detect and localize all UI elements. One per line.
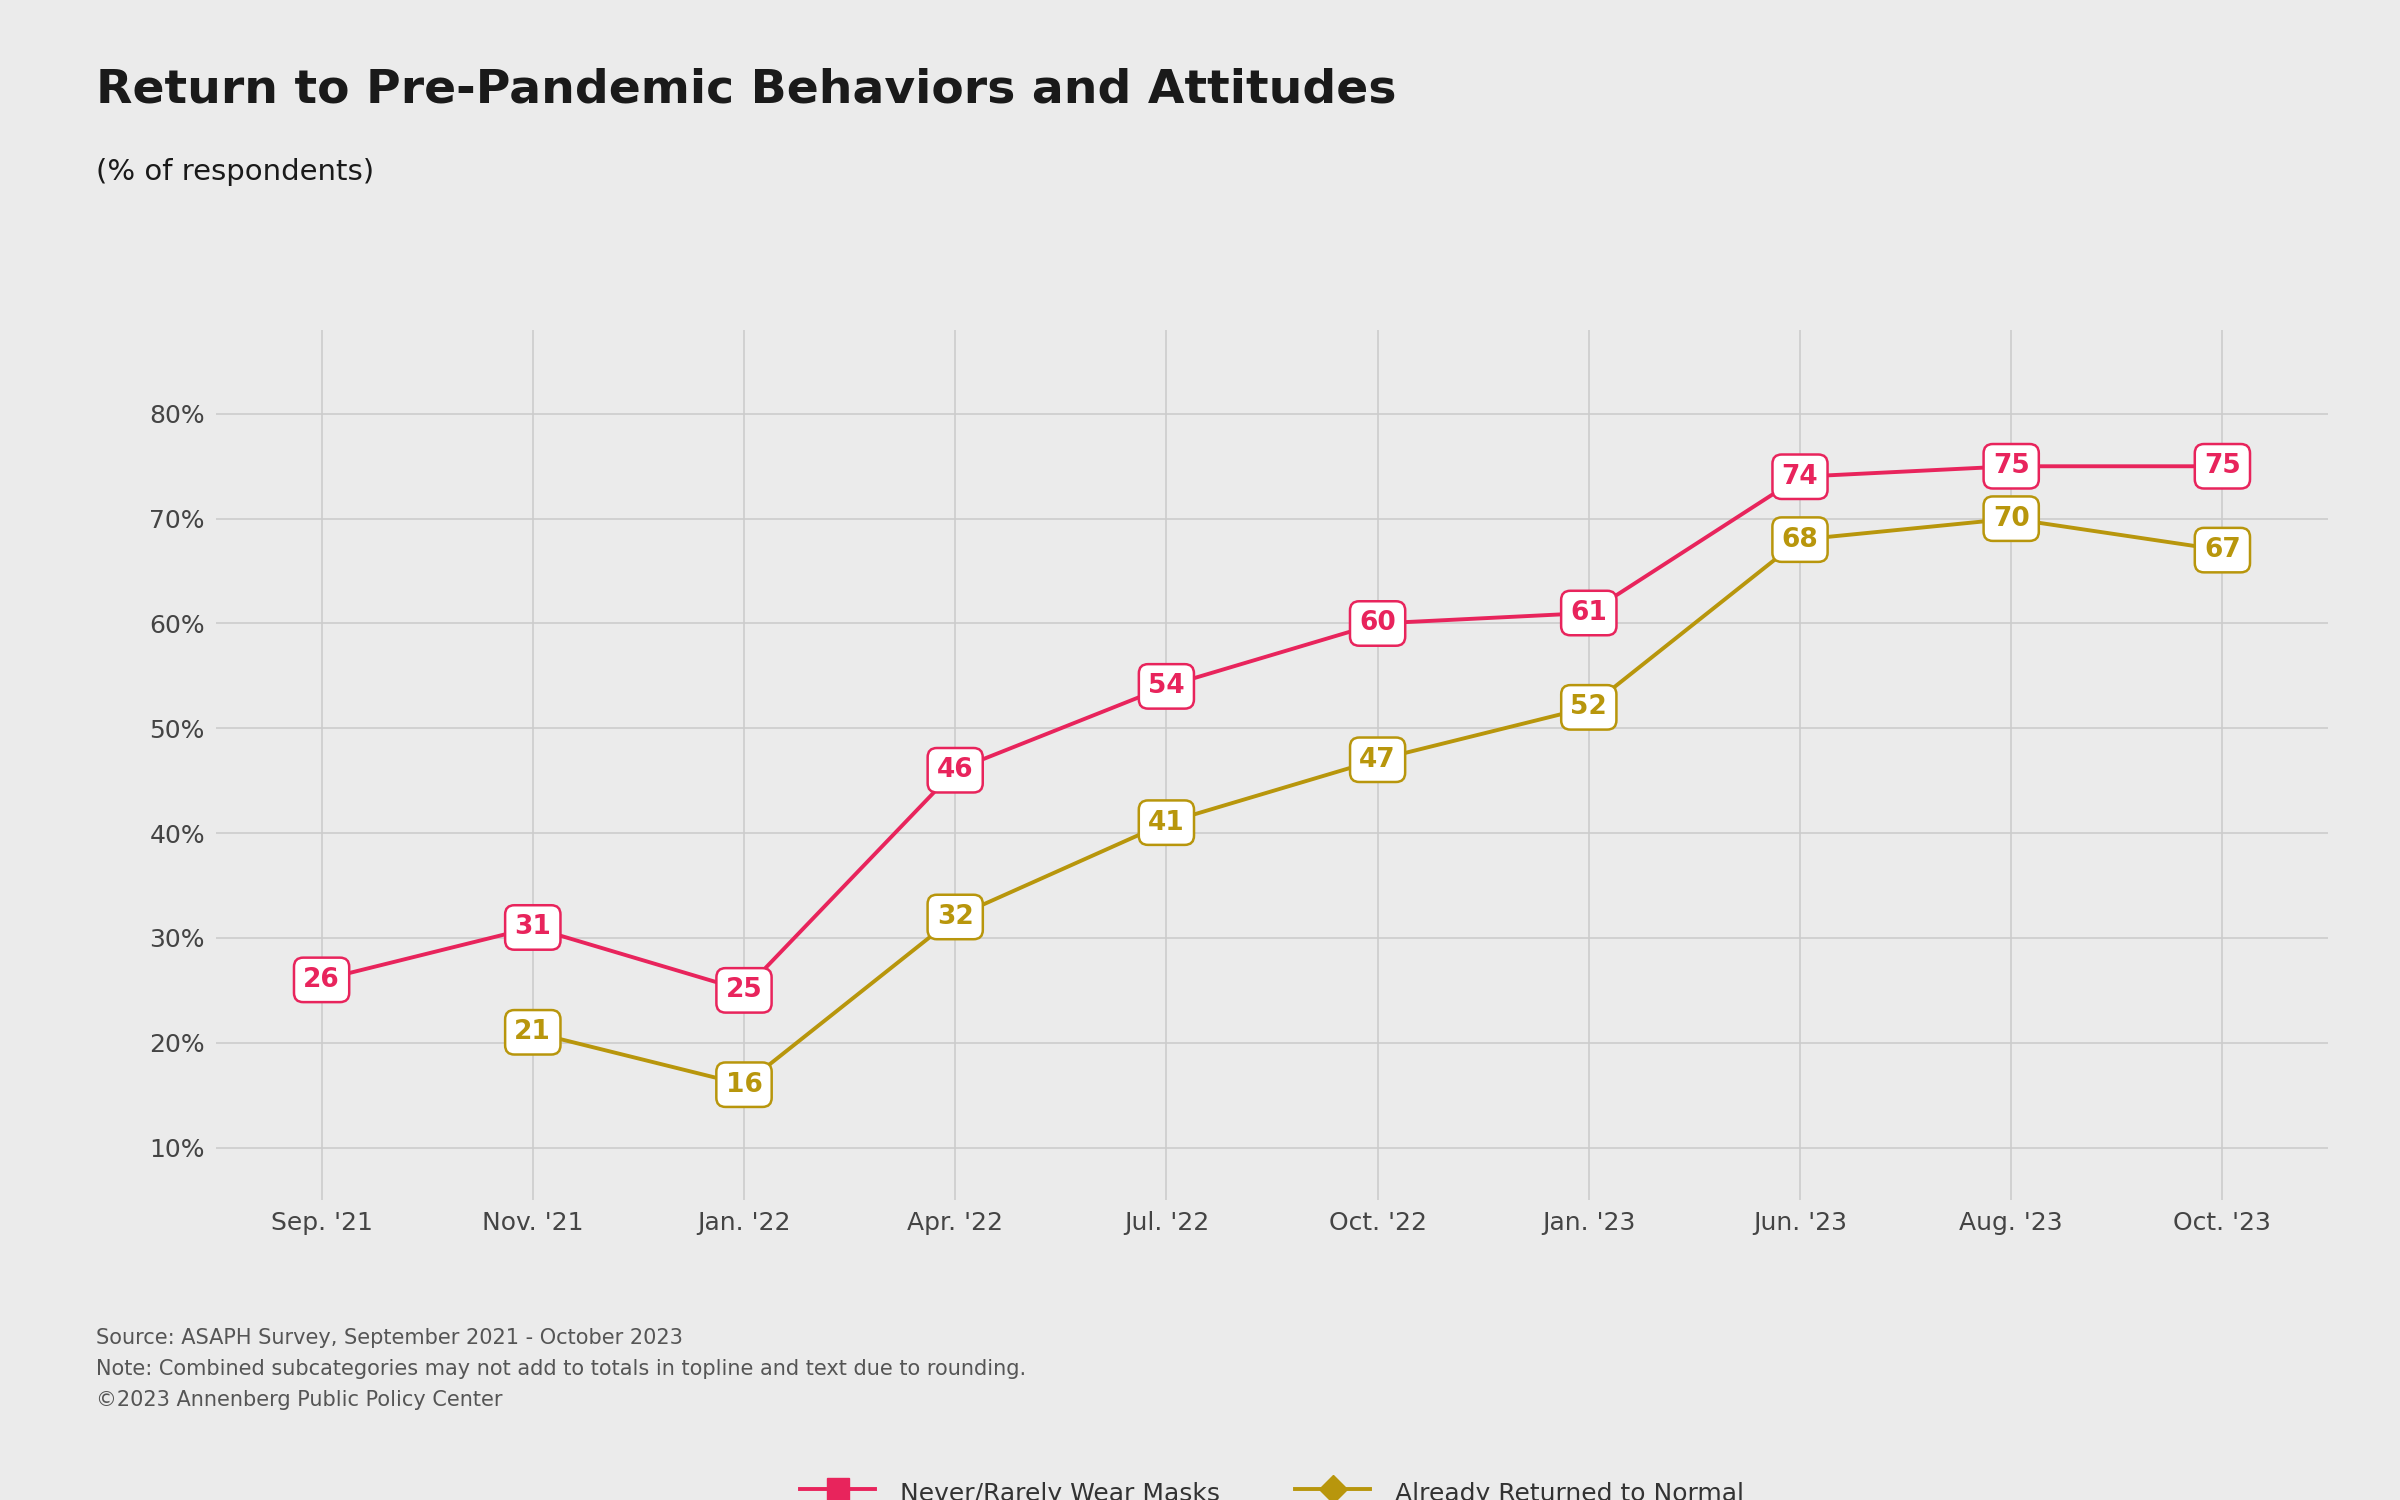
Text: 75: 75 [2203,453,2242,480]
Text: 25: 25 [725,978,763,1004]
Text: Source: ASAPH Survey, September 2021 - October 2023
Note: Combined subcategories: Source: ASAPH Survey, September 2021 - O… [96,1328,1027,1410]
Text: 47: 47 [1358,747,1397,772]
Text: 75: 75 [1992,453,2030,480]
Text: 74: 74 [1781,464,1819,489]
Text: 26: 26 [302,968,341,993]
Text: 46: 46 [936,758,974,783]
Text: (% of respondents): (% of respondents) [96,158,374,186]
Text: 41: 41 [1147,810,1186,836]
Text: 54: 54 [1147,674,1186,699]
Text: 68: 68 [1781,526,1819,552]
Text: 52: 52 [1570,694,1608,720]
Text: 32: 32 [936,904,974,930]
Text: 61: 61 [1570,600,1608,625]
Text: Return to Pre-Pandemic Behaviors and Attitudes: Return to Pre-Pandemic Behaviors and Att… [96,68,1397,112]
Legend: Never/Rarely Wear Masks, Already Returned to Normal: Never/Rarely Wear Masks, Already Returne… [790,1467,1754,1500]
Text: 60: 60 [1358,610,1397,636]
Text: 70: 70 [1992,506,2030,531]
Text: 31: 31 [514,915,552,940]
Text: 21: 21 [514,1020,552,1046]
Text: 67: 67 [2203,537,2242,562]
Text: 16: 16 [725,1071,763,1098]
